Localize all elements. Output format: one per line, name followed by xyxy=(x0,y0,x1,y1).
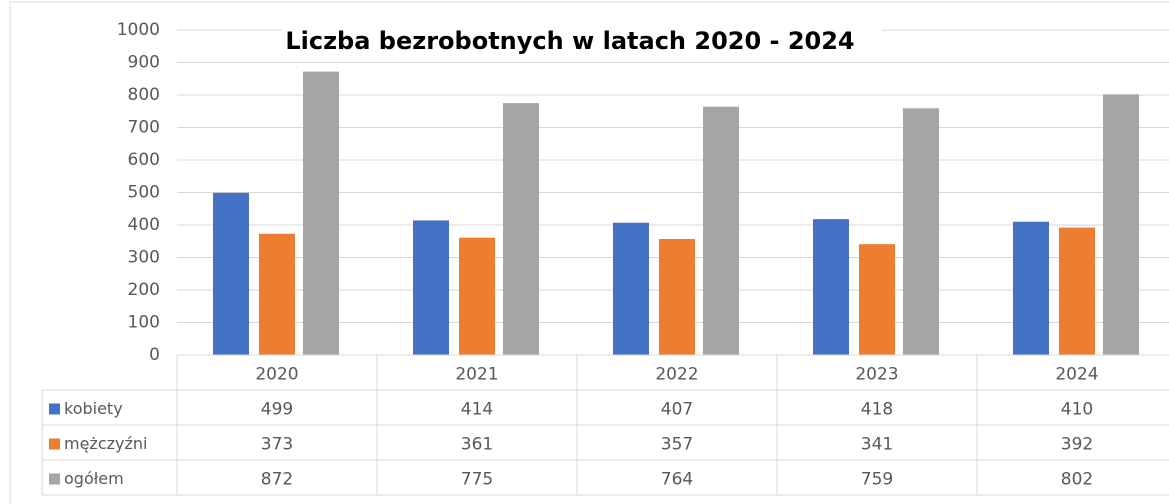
bar xyxy=(213,192,249,355)
table-value: 499 xyxy=(261,400,293,420)
grid: 0 100 200 300 400 500 600 700 800 900 1000 xyxy=(117,20,1169,365)
x-tick-label: 2024 xyxy=(1055,365,1098,385)
bar xyxy=(813,219,849,355)
data-table: 2020 2021 2022 2023 2024 kobiety 499 414 407 418 4… xyxy=(41,354,1169,496)
bar xyxy=(659,238,695,355)
y-tick-label: 400 xyxy=(128,215,160,235)
table-value: 341 xyxy=(861,435,893,455)
bar xyxy=(903,108,939,355)
table-value: 392 xyxy=(1061,435,1093,455)
y-tick-label: 800 xyxy=(128,85,160,105)
bar xyxy=(459,237,495,355)
x-tick-label: 2020 xyxy=(255,365,298,385)
bar xyxy=(413,220,449,355)
y-tick-label: 500 xyxy=(128,183,160,203)
y-tick-label: 100 xyxy=(128,313,160,333)
bar xyxy=(1103,94,1139,355)
table-value: 764 xyxy=(661,470,693,490)
title-background xyxy=(282,24,882,60)
table-value: 414 xyxy=(461,400,493,420)
y-tick-label: 200 xyxy=(128,280,160,300)
y-tick-label: 600 xyxy=(128,150,160,170)
legend-label: ogółem xyxy=(64,469,124,488)
table-value: 418 xyxy=(861,400,893,420)
x-tick-label: 2022 xyxy=(655,365,698,385)
chart-border xyxy=(9,1,1169,504)
table-value: 407 xyxy=(661,400,693,420)
legend-key xyxy=(49,438,60,450)
table-value: 872 xyxy=(261,470,293,490)
bar xyxy=(503,103,539,355)
x-tick-label: 2021 xyxy=(455,365,498,385)
legend-label: kobiety xyxy=(64,399,123,418)
x-tick-label: 2023 xyxy=(855,365,898,385)
y-tick-label: 0 xyxy=(149,345,160,365)
legend-key xyxy=(49,473,60,485)
bars xyxy=(213,71,1139,355)
legend-key xyxy=(49,403,60,415)
bar xyxy=(303,71,339,355)
y-tick-label: 1000 xyxy=(117,20,160,40)
bar xyxy=(703,106,739,355)
y-tick-label: 900 xyxy=(128,53,160,73)
table-value: 373 xyxy=(261,435,293,455)
table-value: 775 xyxy=(461,470,493,490)
table-value: 361 xyxy=(461,435,493,455)
legend-label: mężczyźni xyxy=(64,434,147,453)
bar xyxy=(859,244,895,355)
bar xyxy=(1013,221,1049,355)
table-value: 357 xyxy=(661,435,693,455)
chart-title: Liczba bezrobotnych w latach 2020 - 2024 xyxy=(285,27,854,55)
bar xyxy=(613,222,649,355)
bar xyxy=(259,233,295,355)
y-tick-label: 300 xyxy=(128,248,160,268)
y-tick-label: 700 xyxy=(128,118,160,138)
bar xyxy=(1059,227,1095,355)
table-value: 802 xyxy=(1061,470,1093,490)
table-value: 759 xyxy=(861,470,893,490)
table-value: 410 xyxy=(1061,400,1093,420)
